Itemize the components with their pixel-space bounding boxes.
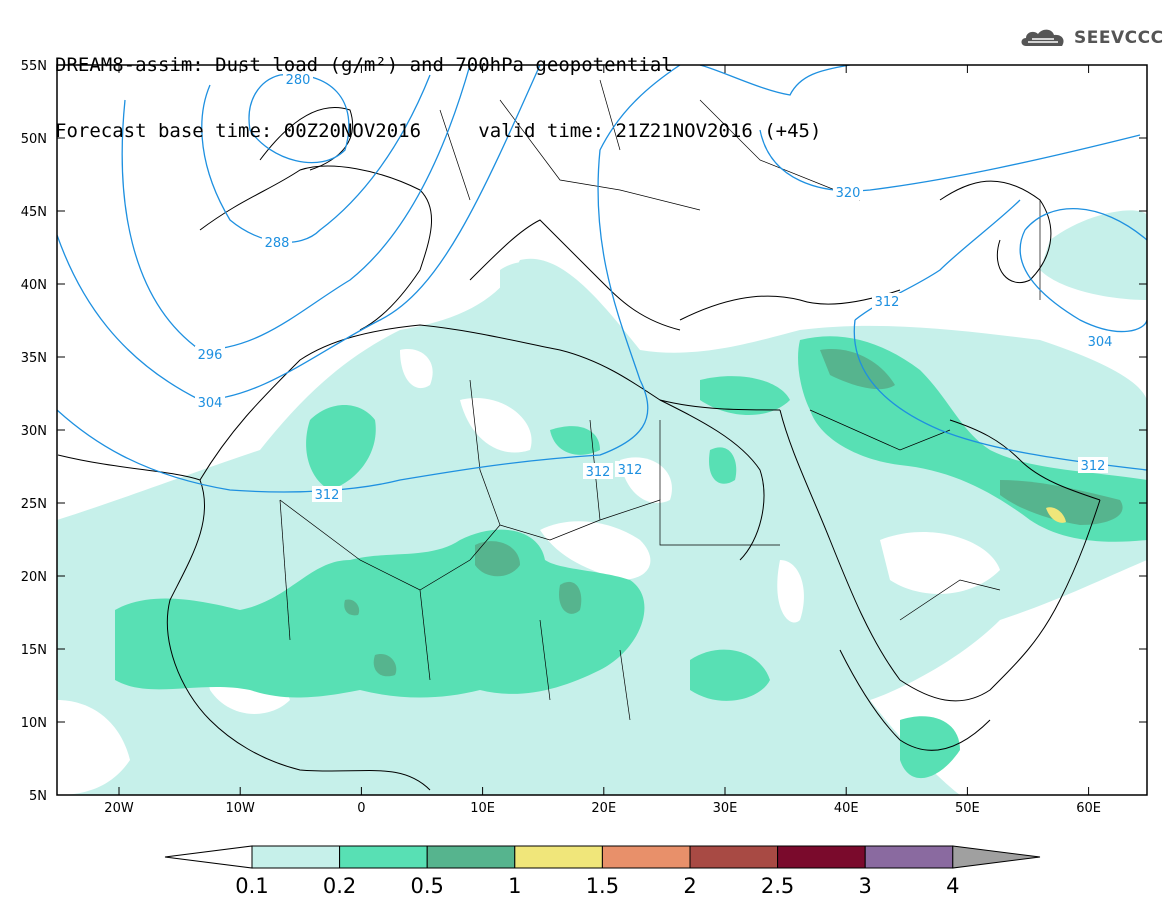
contour-label: 304: [1085, 333, 1115, 350]
svg-text:312: 312: [586, 465, 611, 480]
colorbar-swatch: [426, 845, 516, 869]
lon-label: 20W: [104, 801, 134, 816]
svg-text:320: 320: [836, 186, 861, 201]
lat-label: 25N: [21, 497, 47, 512]
colorbar-over-arrow: [952, 845, 1041, 869]
dust-field: 280 288 296 304 312 312 312 320 312 304 312: [57, 65, 1147, 795]
lat-label: 50N: [21, 132, 47, 147]
svg-text:304: 304: [1088, 335, 1113, 350]
colorbar-under-arrow: [164, 845, 253, 869]
lat-label: 15N: [21, 643, 47, 658]
contour-312-north: [699, 65, 851, 96]
contour-label: 288: [262, 234, 292, 251]
contour-296: [121, 65, 471, 351]
contour-label: 312: [583, 463, 613, 480]
colorbar-tick-label: 3: [859, 874, 872, 898]
lon-label: 0: [357, 801, 365, 816]
contour-label: 304: [195, 394, 225, 411]
base-time: Forecast base time: 00Z20NOV2016: [55, 120, 422, 142]
contour-label: 312: [312, 486, 342, 503]
contour-304: [57, 65, 541, 401]
svg-text:288: 288: [265, 236, 290, 251]
svg-text:280: 280: [286, 73, 311, 88]
lon-label: 10E: [470, 801, 495, 816]
lat-label: 5N: [29, 789, 47, 804]
colorbar-swatch: [514, 845, 603, 869]
colorbar-tick-label: 4: [946, 874, 959, 898]
lon-label: 20E: [591, 801, 616, 816]
colorbar-tick-labels: 0.1 0.2 0.5 1 1.5 2 2.5 3 4: [235, 874, 959, 898]
colorbar-swatch: [601, 845, 691, 869]
colorbar-swatch: [689, 845, 779, 869]
colorbar-tick-label: 1.5: [586, 874, 619, 898]
map-title: DREAM8-assim: Dust load (g/m²) and 700hP…: [55, 54, 673, 76]
svg-text:312: 312: [618, 463, 643, 478]
colorbar-tick-label: 0.5: [410, 874, 443, 898]
contour-320: [759, 129, 1141, 192]
colorbar-tick-label: 2.5: [761, 874, 794, 898]
contour-label: 312: [872, 293, 902, 310]
title-block: DREAM8-assim: Dust load (g/m²) and 700hP…: [55, 10, 821, 164]
contour-labels: 280 288 296 304 312 312 312 320 312 304 312: [195, 71, 1115, 503]
lon-label: 50E: [955, 801, 980, 816]
dust-band-peak: [1046, 507, 1066, 523]
lat-label: 45N: [21, 205, 47, 220]
logo-text: SEEVCCC: [1074, 28, 1164, 48]
svg-text:312: 312: [315, 488, 340, 503]
colorbar-legend: [164, 845, 1041, 869]
contour-312: [57, 65, 681, 493]
contour-label: 312: [1078, 457, 1108, 474]
dust-band-high: [344, 349, 1123, 677]
lon-label: 60E: [1076, 801, 1101, 816]
lon-label: 30E: [713, 801, 738, 816]
colorbar-tick-label: 0.2: [323, 874, 356, 898]
lat-label: 10N: [21, 716, 47, 731]
lon-label: 40E: [834, 801, 859, 816]
cloud-icon: [1021, 29, 1064, 46]
latitude-axis: 55N 50N 45N 40N 35N 30N 25N 20N 15N 10N 5N: [21, 59, 1147, 804]
lat-label: 35N: [21, 351, 47, 366]
contour-label: 296: [195, 346, 225, 363]
svg-text:296: 296: [198, 348, 223, 363]
lon-label: 10W: [225, 801, 255, 816]
contour-label: 280: [283, 71, 313, 88]
forecast-times: Forecast base time: 00Z20NOV2016 valid t…: [55, 120, 821, 142]
contour-label: 312: [615, 461, 645, 478]
contour-304-east: [1019, 207, 1147, 333]
lat-label: 30N: [21, 424, 47, 439]
longitude-axis: 20W 10W 0 10E 20E 30E 40E 50E 60E: [104, 65, 1101, 816]
valid-time: valid time: 21Z21NOV2016 (+45): [478, 120, 822, 142]
colorbar-tick-label: 2: [683, 874, 696, 898]
contour-280: [248, 73, 350, 164]
colorbar-tick-label: 0.1: [235, 874, 268, 898]
colorbar-tick-label: 1: [508, 874, 521, 898]
colorbar-swatch: [777, 845, 866, 869]
country-borders: [279, 79, 1041, 721]
colorbar-swatch: [339, 845, 428, 869]
lat-label: 55N: [21, 59, 47, 74]
lat-label: 20N: [21, 570, 47, 585]
colorbar-swatch: [864, 845, 954, 869]
svg-text:312: 312: [1081, 459, 1106, 474]
colorbar-swatch: [251, 845, 341, 869]
svg-text:312: 312: [875, 295, 900, 310]
seevccc-logo: SEEVCCC: [1018, 26, 1164, 50]
lat-label: 40N: [21, 278, 47, 293]
contour-label: 320: [833, 184, 863, 201]
svg-text:304: 304: [198, 396, 223, 411]
